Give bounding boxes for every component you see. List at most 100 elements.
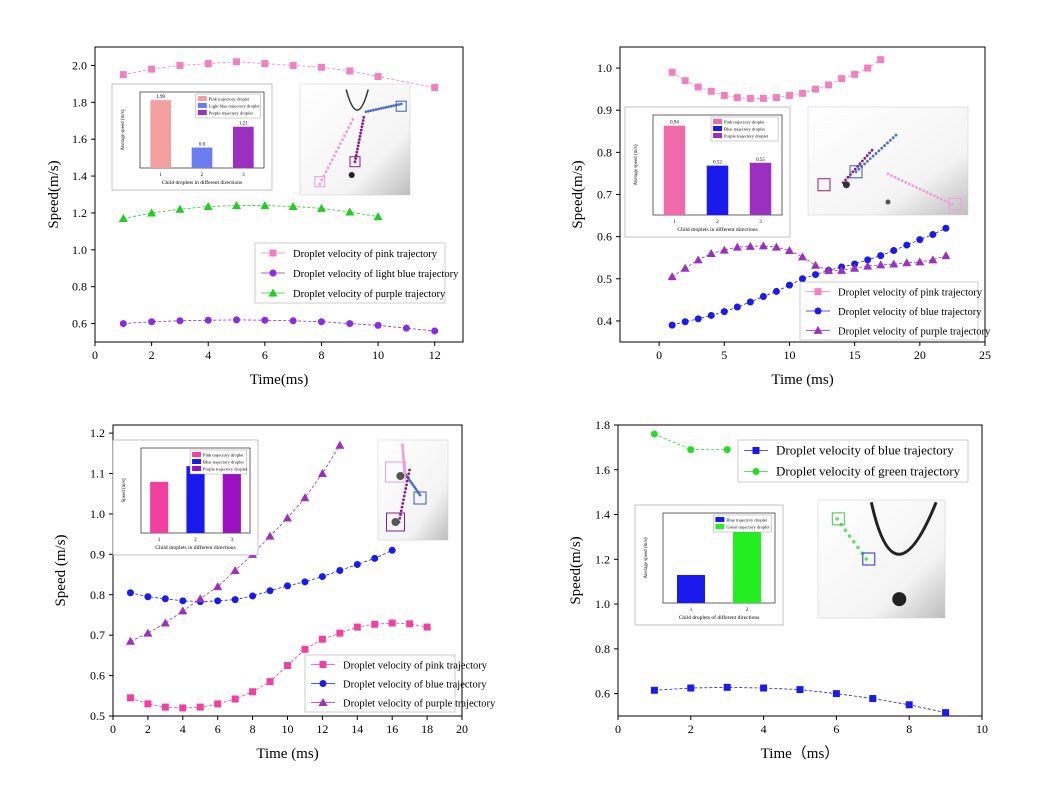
data-point-s1 (687, 684, 695, 692)
trajectory-dot (379, 107, 383, 110)
data-point-s2 (301, 578, 309, 586)
data-point-s1 (877, 56, 885, 64)
chart-panel-3: 0 2 4 6 8 10 12 14 16 18 200.50.60.70.80.91.01.11.… (53, 424, 496, 762)
data-point-s2 (148, 318, 156, 326)
data-point-s1 (196, 703, 204, 711)
data-point-s2 (707, 311, 715, 319)
data-point-s3 (902, 258, 912, 267)
data-point-s3 (745, 241, 755, 250)
y-tick-label: 1.6 (72, 132, 87, 146)
x-axis-label: Time(ms) (250, 372, 309, 388)
y-tick-label: 0.5 (90, 709, 105, 723)
x-tick-label: 14 (351, 722, 363, 736)
trajectory-dot (341, 138, 344, 142)
trajectory-dot (402, 457, 405, 460)
inset-category-label: 2 (201, 173, 204, 178)
trajectory-dot (405, 483, 408, 487)
trajectory-dot (893, 175, 897, 179)
data-point-s2 (759, 292, 767, 300)
trajectory-dot (355, 150, 359, 154)
droplet-photo (817, 499, 946, 619)
inset-y-label: Average speed (m/s) (644, 537, 649, 578)
data-point-s2 (687, 446, 695, 454)
data-point-s1 (284, 661, 291, 669)
data-point-s3 (345, 207, 355, 216)
trajectory-dot (398, 516, 402, 520)
data-point-s3 (719, 245, 729, 254)
data-point-s3 (265, 531, 275, 540)
trajectory-dot (922, 189, 925, 193)
series-line-1 (671, 59, 881, 99)
trajectory-dot (360, 125, 364, 129)
trajectory-dot (397, 103, 401, 106)
trajectory-dot (361, 122, 364, 126)
inset-legend-swatch (713, 126, 723, 131)
data-point-s3 (260, 201, 270, 210)
legend-label: Droplet velocity of purple trajectory (838, 326, 991, 337)
trajectory-dot (907, 182, 911, 186)
y-tick-label: 1.0 (595, 597, 610, 611)
inset-bar-1 (677, 574, 705, 603)
trajectory-box (849, 165, 863, 179)
x-tick-label: 6 (833, 722, 839, 736)
photo-background (377, 439, 449, 541)
inset-value-label: 0.6 (199, 143, 206, 148)
trajectory-dot (351, 118, 355, 121)
trajectory-dot (399, 509, 403, 513)
legend-marker (269, 249, 277, 257)
data-point-s2 (371, 554, 379, 562)
data-point-s2 (694, 315, 702, 323)
trajectory-dot (868, 157, 872, 161)
trajectory-dot (399, 102, 403, 106)
legend-box (737, 439, 969, 483)
inset-frame (662, 512, 776, 604)
data-point-s2 (266, 587, 274, 595)
inset-category-label: 2 (194, 538, 197, 543)
trajectory-dot (856, 545, 860, 550)
y-tick-label: 1.6 (595, 463, 610, 477)
legend-marker (318, 698, 328, 706)
legend-marker (269, 269, 277, 277)
trajectory-box (395, 100, 407, 112)
trajectory-dot (851, 170, 855, 174)
x-tick-label: 6 (262, 348, 268, 362)
photo-background (299, 83, 411, 196)
trajectory-dot (324, 170, 328, 174)
data-point-s3 (203, 201, 213, 210)
inset-bar-1 (150, 481, 169, 533)
data-point-s2 (179, 597, 187, 605)
y-tick-label: 1.8 (72, 95, 87, 109)
trajectory-dot (843, 528, 848, 533)
data-point-s2 (864, 256, 872, 264)
trajectory-dot (356, 144, 360, 148)
y-tick-label: 0.6 (595, 687, 610, 701)
trajectory-box (413, 491, 427, 505)
inset-legend-box (713, 514, 772, 533)
y-axis-label: Speed(m/s) (46, 160, 62, 228)
trajectory-box (349, 156, 361, 168)
y-axis-label: Speed(m/s) (568, 536, 584, 604)
trajectory-dot (359, 128, 363, 132)
inset-value-label: 1.21 (239, 122, 248, 127)
data-point-s1 (406, 620, 414, 628)
data-point-s2 (353, 560, 361, 568)
droplet (348, 172, 355, 179)
legend-marker (814, 307, 822, 315)
trajectory-dot (950, 202, 954, 206)
data-point-s1 (733, 94, 741, 102)
inset-bar-1 (663, 125, 686, 215)
x-tick-label: 10 (282, 722, 294, 736)
x-tick-label: 25 (979, 348, 991, 362)
data-point-s1 (869, 695, 877, 703)
inset-category-label: 1 (690, 608, 693, 613)
data-point-s2 (799, 275, 806, 283)
trajectory-dot (330, 158, 334, 162)
trajectory-dot (408, 468, 411, 472)
trajectory-dot (874, 152, 878, 155)
x-tick-label: 0 (92, 348, 98, 362)
data-point-s1 (851, 70, 859, 78)
x-axis-label: Time (ms) (256, 746, 318, 762)
trajectory-dot (408, 479, 412, 483)
